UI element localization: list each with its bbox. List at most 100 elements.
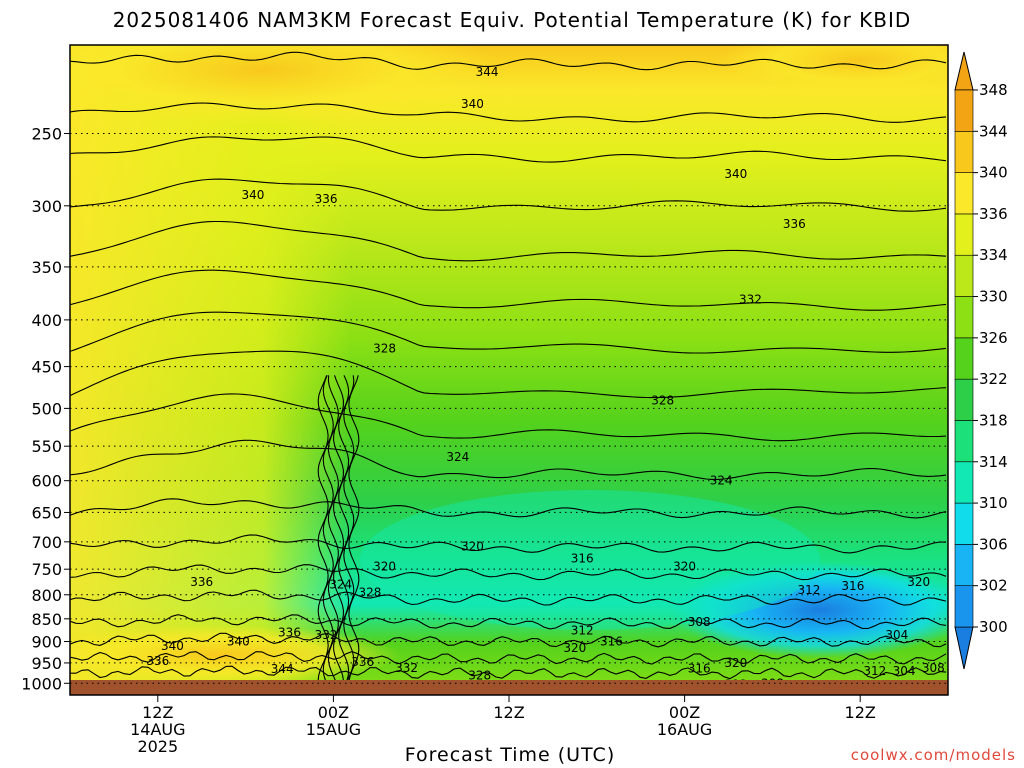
contour-label: 308 [922,661,945,675]
contour-label-text: 336 [783,217,806,231]
contour-label-text: 332 [315,628,338,642]
contour-line [70,534,947,554]
y-tick-label: 350 [31,258,62,277]
field-upper-warm-right [720,45,948,95]
contour-label: 312 [863,664,886,678]
colorbar-swatch [954,172,974,215]
chart-title: 2025081406 NAM3KM Forecast Equiv. Potent… [112,8,912,32]
colorbar: 300 302 306 310 314 318 322 326 330 334 336 340 344 3… [954,51,1008,670]
contour-label-text: 316 [571,551,594,565]
contour-line [322,375,334,686]
contour-label: 324 [710,474,733,488]
y-tick-label: 700 [31,533,62,552]
colorbar-label: 300 [979,618,1008,636]
contour-label: 340 [161,639,184,653]
x-tick-label: 12Z [142,703,173,722]
contour-line [70,350,947,399]
contour-label-text: 320 [673,560,696,574]
contour-label-text: 324 [446,450,469,464]
contour-label: 336 [190,575,213,589]
contour-line [338,375,350,686]
colorbar-swatch [954,213,974,256]
contour-label-text: 324 [710,474,733,488]
colorbar-swatch [954,461,974,504]
y-tick-label: 400 [31,311,62,330]
contour-label-text: 340 [227,634,250,648]
colorbar-label: 334 [979,246,1008,264]
contour-label: 328 [468,668,491,682]
contour-label: 340 [461,97,484,111]
contour-label-text: 304 [885,628,908,642]
colorbar-top-extension [954,51,974,91]
field-cold-region [670,562,948,658]
contour-lines [70,51,947,686]
credit-link[interactable]: coolwx.com/models [850,746,1016,764]
grid-lines [70,132,948,684]
colorbar-swatch [954,378,974,421]
contour-label-text: 304 [893,664,916,678]
contour-label: 316 [571,551,594,565]
y-axis: 250 300 350 400 450 500 550 600 650 700 750 800 850 9… [21,124,70,693]
contour-label: 324 [446,450,469,464]
colorbar-label: 344 [979,122,1008,140]
x-tick-label: 00Z [669,703,700,722]
colorbar-swatch [954,89,974,132]
y-tick-label: 1000 [21,674,62,693]
x-axis-title: Forecast Time (UTC) [404,744,616,766]
contour-line [70,632,947,648]
y-tick-label: 750 [31,560,62,579]
colorbar-label: 336 [979,205,1008,223]
contour-label-text: 308 [922,661,945,675]
contour-label: 328 [373,342,396,356]
contour-line [70,498,947,519]
y-tick-label: 500 [31,399,62,418]
contour-label-text: 312 [798,583,821,597]
contour-label-text: 320 [563,641,586,655]
colorbar-swatch [954,544,974,586]
contour-label-text: 312 [571,623,594,637]
contour-label: 308 [688,615,711,629]
y-tick-label: 900 [31,632,62,651]
contour-label-text: 320 [373,560,396,574]
contour-line [70,589,947,606]
contour-label-text: 316 [841,579,864,593]
contour-line [333,375,344,686]
colorbar-bottom-extension [954,626,974,670]
ground-terrain [70,680,948,695]
contour-line [70,665,947,680]
contour-label: 340 [227,634,250,648]
contour-line [70,651,947,665]
contour-label-text: 344 [271,662,294,676]
colorbar-swatch [954,420,974,463]
contour-label-text: 320 [461,539,484,553]
contour-label: 312 [798,583,821,597]
colorbar-label: 314 [979,453,1008,471]
contour-label: 304 [885,628,908,642]
y-tick-label: 550 [31,437,62,456]
contour-label-text: 332 [395,661,418,675]
contour-label-text: 340 [161,639,184,653]
colorbar-label: 302 [979,577,1008,595]
x-tick-label: 12Z [845,703,876,722]
colorbar-swatch [954,502,974,545]
contour-label-text: 324 [329,578,352,592]
contour-label-text: 316 [688,661,711,675]
contour-label-text: 336 [315,192,338,206]
contour-label-text: 320 [907,575,930,589]
contour-label: 340 [724,167,747,181]
contour-line [70,136,947,163]
contour-label: 304 [893,664,916,678]
colorbar-swatch [954,296,974,339]
contour-label-text: 328 [651,393,674,407]
contour-line [70,220,947,262]
contour-label: 320 [373,560,396,574]
contour-label-text: 328 [468,668,491,682]
contour-label-text: 340 [724,167,747,181]
colorbar-label: 340 [979,164,1008,182]
contour-label-text: 328 [359,585,382,599]
contour-label: 320 [461,539,484,553]
contour-line [70,439,947,480]
contour-label: 316 [688,661,711,675]
contour-label-text: 308 [688,615,711,629]
